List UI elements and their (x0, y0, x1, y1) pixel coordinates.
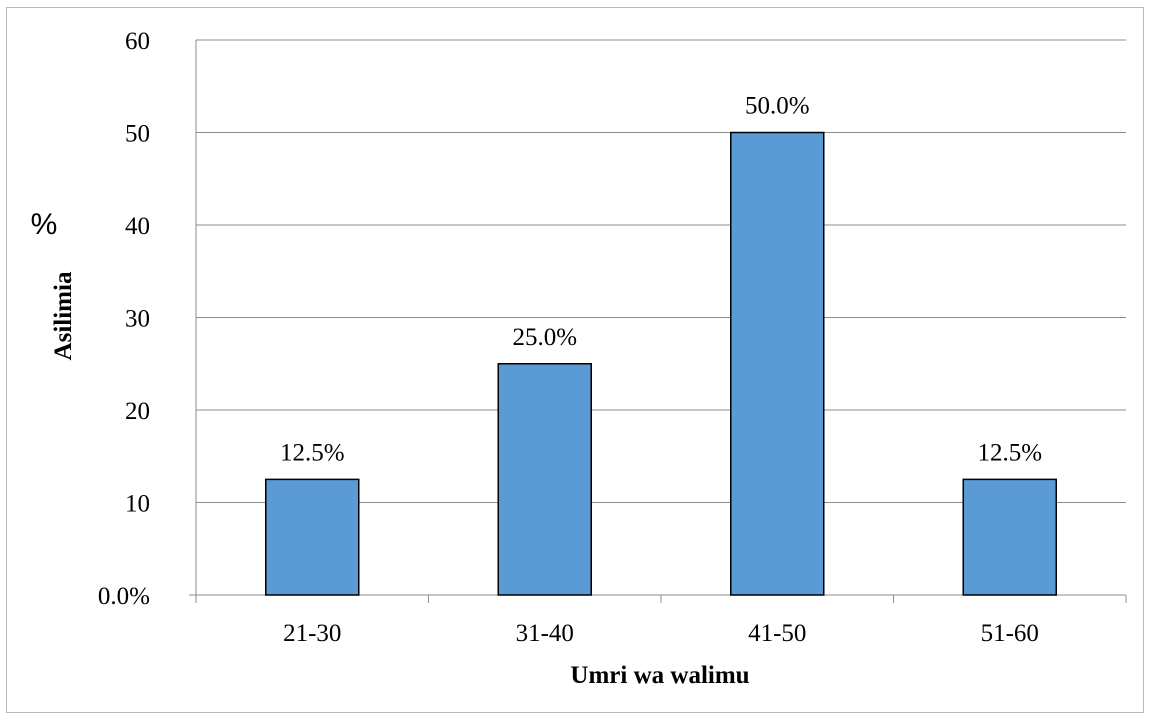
y-tick-label: 10 (125, 491, 150, 518)
bar-41-50 (730, 131, 825, 596)
y-tick-label: 60 (125, 28, 150, 55)
y-tick-label: 50 (125, 121, 150, 148)
bar-21-30 (265, 478, 360, 596)
y-tick-label: 20 (125, 398, 150, 425)
x-tick-label: 51-60 (981, 620, 1039, 647)
data-label: 50.0% (745, 93, 810, 120)
x-tick-label: 21-30 (283, 620, 341, 647)
grid-lines (196, 39, 1126, 503)
data-label: 12.5% (280, 439, 345, 466)
y-tick-label: 40 (125, 213, 150, 240)
data-label: 12.5% (977, 439, 1042, 466)
x-axis-title: Umri wa walimu (570, 662, 749, 689)
x-tick-label: 31-40 (516, 620, 574, 647)
labels: 0.0% 10 20 30 40 50 60 12.5% 21-30 25.0% 31-40 50.0… (98, 28, 1042, 647)
y-tick-label: 30 (125, 306, 150, 333)
x-tick-label: 41-50 (748, 620, 806, 647)
y-tick-label: 0.0% (98, 583, 150, 610)
data-label: 25.0% (512, 324, 577, 351)
bar-51-60 (962, 478, 1057, 596)
bar-31-40 (497, 363, 592, 596)
bars (265, 131, 1057, 596)
y-axis-unit-label: % (31, 208, 58, 241)
y-axis-title: Asilimia (50, 271, 77, 360)
